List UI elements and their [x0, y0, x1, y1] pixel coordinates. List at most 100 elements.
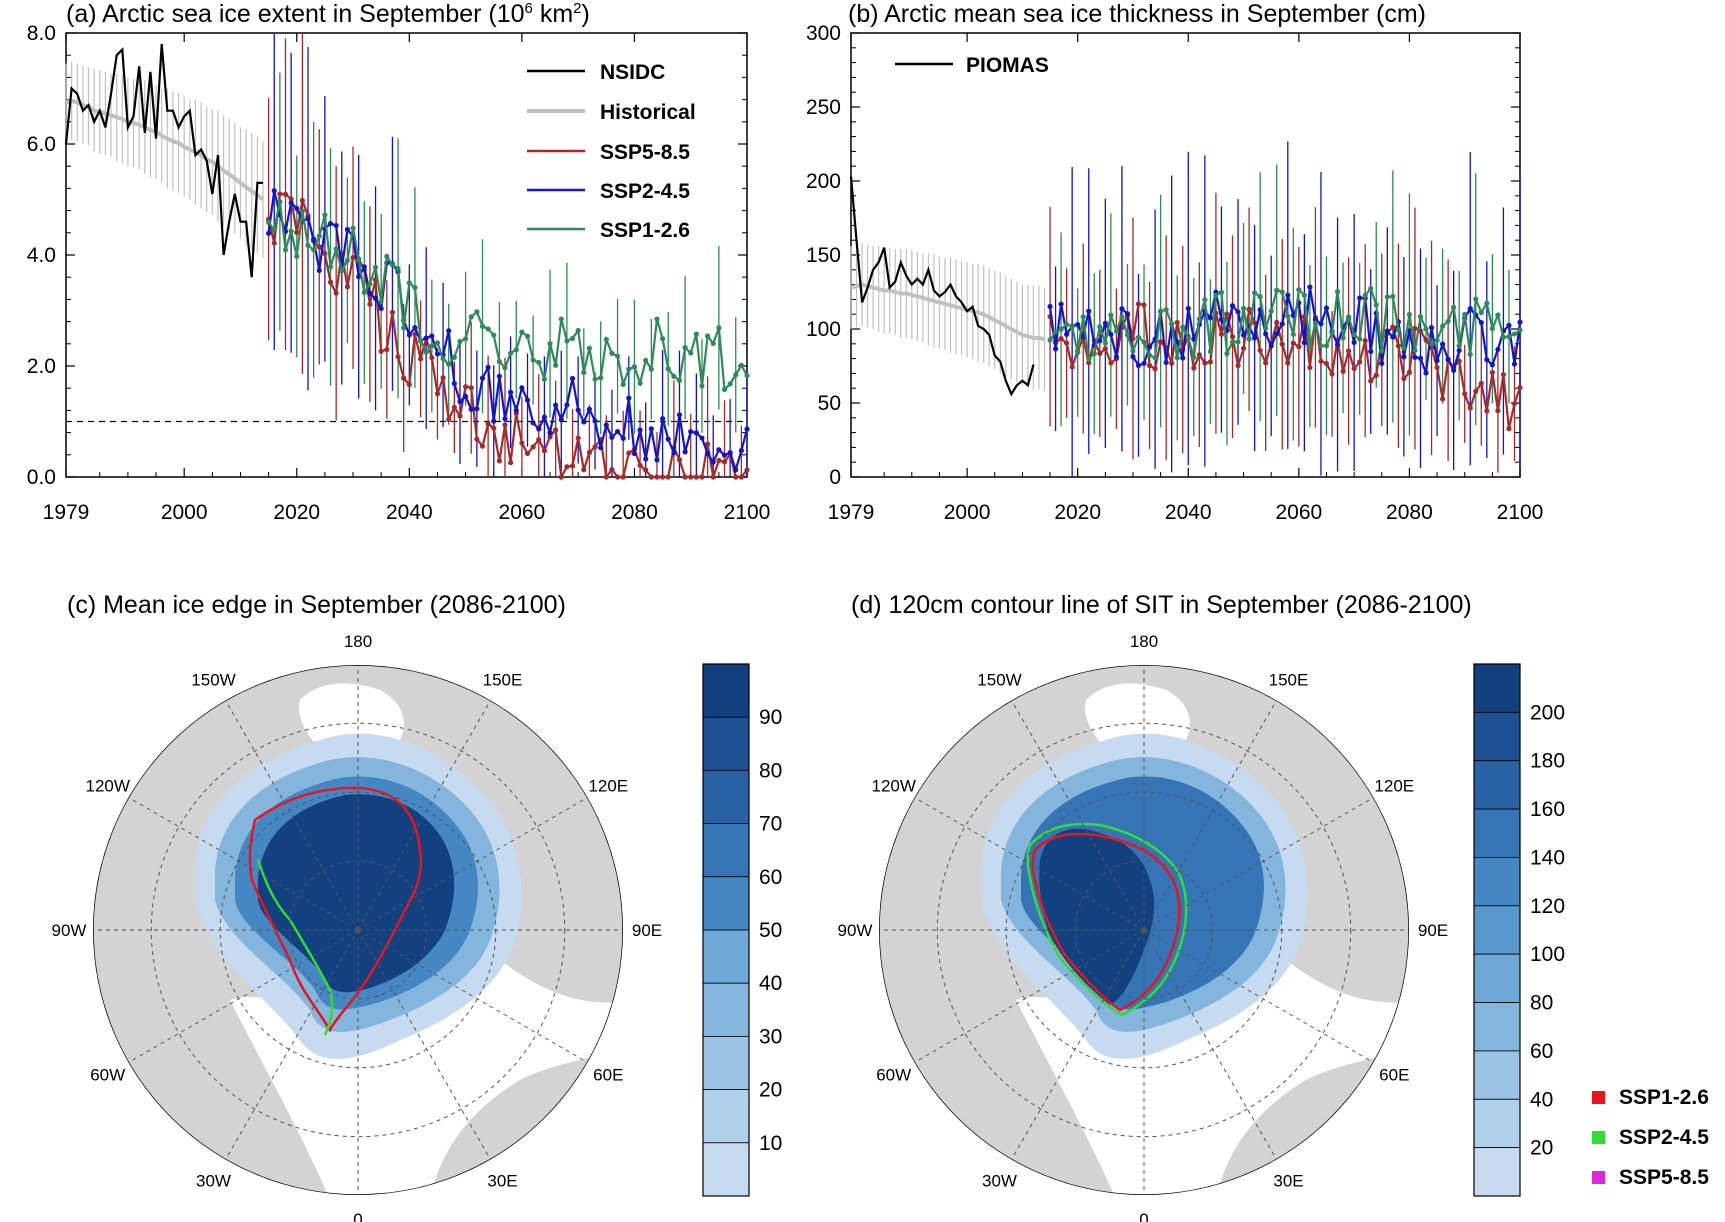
- series-point-ssp245: [592, 418, 598, 424]
- series-point-ssp585: [417, 356, 424, 362]
- colorbar-segment: [1473, 1050, 1521, 1100]
- series-point-ssp126: [508, 350, 514, 356]
- series-point-ssp126: [1451, 304, 1457, 310]
- series-point-ssp126: [541, 376, 547, 382]
- series-point-ssp245: [446, 328, 452, 334]
- series-point-ssp245: [266, 230, 272, 236]
- series-point-ssp126: [384, 253, 390, 259]
- series-point-ssp585: [659, 474, 666, 480]
- series-point-ssp245: [586, 406, 593, 412]
- colorbar-label: 20: [1530, 1137, 1553, 1160]
- latitude-circle: [150, 722, 566, 1138]
- series-point-ssp126: [1224, 351, 1230, 357]
- colorbar-c: 90 80 70 60 50 40 30 20 10: [702, 663, 782, 1197]
- longitude-label: 60W: [90, 1066, 125, 1085]
- series-point-ssp126: [643, 357, 649, 363]
- series-point-ssp585: [1484, 408, 1490, 414]
- series-point-ssp126: [1346, 314, 1352, 320]
- series-point-ssp585: [367, 301, 373, 307]
- series-point-ssp585: [1462, 391, 1468, 397]
- series-point-ssp126: [1384, 294, 1390, 300]
- series-point-ssp245: [710, 459, 716, 465]
- legend-label-ssp585: SSP5-8.5: [600, 141, 690, 164]
- series-point-ssp245: [1141, 360, 1147, 366]
- colorbar-label: 20: [759, 1079, 782, 1102]
- longitude-label: 120E: [1374, 777, 1414, 796]
- series-point-ssp245: [1052, 346, 1059, 352]
- series-point-ssp126: [322, 212, 328, 218]
- series-point-ssp245: [598, 445, 604, 451]
- series-point-ssp126: [1439, 323, 1446, 329]
- series-point-ssp585: [1434, 364, 1440, 371]
- series-point-ssp585: [1158, 339, 1164, 345]
- series-point-ssp126: [727, 381, 733, 387]
- series-point-ssp126: [710, 340, 716, 347]
- series-point-ssp126: [1268, 308, 1274, 314]
- series-point-ssp585: [327, 279, 334, 285]
- series-point-ssp126: [378, 298, 384, 304]
- series-point-ssp126: [1279, 289, 1285, 295]
- series-point-ssp245: [547, 430, 553, 436]
- series-point-ssp126: [474, 309, 480, 315]
- map-d-ssp126-contour: [1031, 832, 1181, 1012]
- series-point-ssp245: [1423, 370, 1429, 376]
- colorbar-segment: [1473, 1002, 1521, 1052]
- series-point-ssp126: [372, 264, 379, 270]
- series-point-ssp245: [1511, 361, 1518, 367]
- series-point-ssp245: [1097, 338, 1103, 344]
- series-point-ssp245: [721, 452, 728, 458]
- latitude-circle: [1074, 860, 1214, 1000]
- y-tick-label: 200: [806, 170, 841, 193]
- series-point-ssp245: [1412, 354, 1418, 360]
- colorbar-segment: [702, 823, 750, 878]
- series-point-ssp585: [1152, 366, 1158, 372]
- map-c-ssp126-contour: [248, 786, 423, 1033]
- longitude-label: 120W: [872, 777, 916, 796]
- series-point-ssp245: [513, 407, 519, 413]
- x-tick-label: 2080: [611, 501, 658, 524]
- series-point-ssp245: [474, 406, 480, 412]
- series-point-ssp126: [294, 253, 300, 259]
- panel-c-title: (c) Mean ice edge in September (2086-210…: [67, 591, 566, 619]
- colorbar-label: 10: [759, 1132, 782, 1155]
- series-point-ssp585: [1406, 369, 1413, 375]
- series-point-ssp245: [1102, 320, 1108, 326]
- series-point-ssp245: [716, 447, 722, 453]
- series-point-ssp126: [1108, 312, 1114, 318]
- series-point-ssp126: [598, 375, 604, 381]
- series-point-ssp245: [643, 456, 649, 462]
- series-point-ssp126: [1052, 328, 1059, 335]
- colorbar-label: 40: [759, 972, 782, 995]
- series-point-ssp126: [671, 373, 677, 379]
- series-point-ssp585: [1323, 360, 1330, 367]
- series-point-ssp126: [406, 280, 412, 286]
- series-point-ssp585: [530, 444, 536, 450]
- series-point-ssp245: [311, 236, 317, 242]
- series-point-ssp245: [1506, 322, 1512, 328]
- series-point-ssp585: [344, 284, 351, 290]
- series-point-ssp126: [1058, 326, 1064, 332]
- series-point-ssp126: [1318, 343, 1324, 349]
- series-point-ssp126: [586, 345, 593, 351]
- series-point-ssp126: [1207, 348, 1213, 355]
- series-point-ssp245: [676, 412, 683, 418]
- series-point-ssp585: [1401, 375, 1407, 382]
- map-c-ice-core: [258, 794, 455, 993]
- series-point-ssp126: [1445, 318, 1451, 324]
- series-point-ssp126: [575, 327, 581, 334]
- colorbar-segment: [1473, 808, 1521, 858]
- series-point-ssp245: [659, 416, 666, 422]
- series-point-ssp126: [266, 219, 272, 225]
- series-point-ssp245: [699, 435, 705, 441]
- series-point-ssp585: [553, 427, 559, 433]
- series-point-ssp245: [1478, 319, 1484, 326]
- colorbar-segment: [702, 663, 750, 718]
- series-point-ssp126: [316, 233, 322, 239]
- series-point-ssp245: [1135, 362, 1142, 368]
- series-point-ssp245: [1058, 301, 1064, 307]
- series-point-ssp585: [384, 346, 390, 353]
- series-point-ssp126: [1373, 302, 1379, 308]
- series-point-ssp585: [389, 309, 396, 315]
- series-point-ssp585: [395, 354, 401, 360]
- longitude-label: 30E: [1273, 1171, 1303, 1190]
